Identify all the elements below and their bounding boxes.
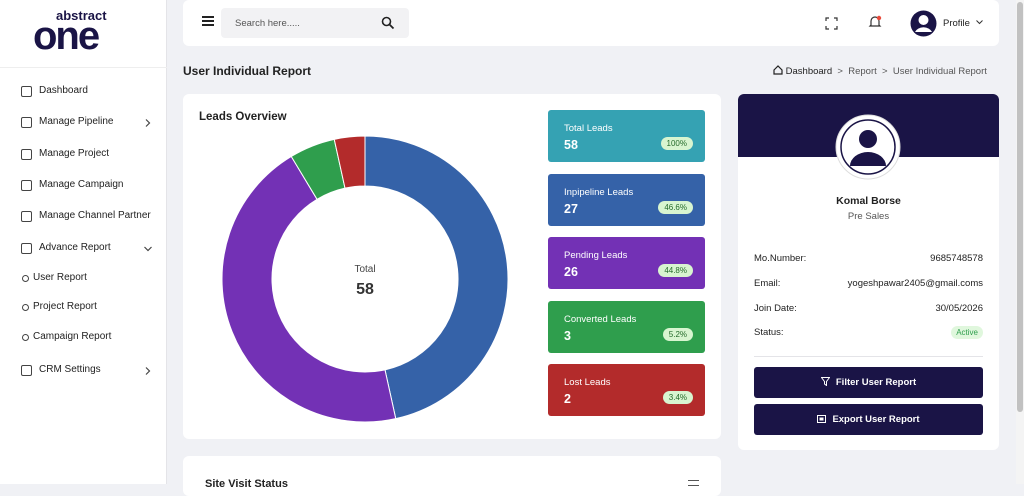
donut-center-value: 58	[356, 281, 374, 298]
logo-bottom: one	[33, 14, 100, 58]
notification-icon[interactable]	[868, 15, 882, 30]
menu-item[interactable]: CRM Settings	[39, 364, 101, 375]
chevron-path	[144, 246, 152, 252]
donut-chart	[221, 135, 509, 423]
chevron-path	[145, 119, 151, 127]
divider	[754, 356, 983, 357]
crumb: User Individual Report	[892, 66, 987, 77]
breadcrumb: Dashboard > Report > User Individual Rep…	[773, 65, 987, 77]
profile-label[interactable]: Profile	[943, 18, 970, 29]
lead-percent: 3.4%	[662, 391, 693, 404]
site-visit-card: Site Visit Status	[183, 456, 721, 496]
export-button[interactable]: Export User Report	[754, 404, 983, 435]
menu-icon	[21, 86, 32, 97]
lead-card[interactable]: Converted Leads 3 5.2%	[548, 300, 705, 353]
profile-photo	[835, 114, 901, 180]
scrollbar[interactable]	[1016, 0, 1024, 484]
field-label: Email:	[754, 278, 781, 289]
divider	[0, 67, 167, 68]
status-badge: Active	[951, 326, 983, 339]
field-value: 9685748578	[930, 253, 983, 264]
sub-icon	[22, 304, 29, 311]
lead-percent: 5.2%	[662, 327, 693, 341]
chevron	[976, 20, 983, 25]
lead-card[interactable]: Inpipeline Leads 27 46.6%	[548, 173, 705, 226]
menu-item[interactable]: Manage Channel Partner	[39, 210, 151, 221]
crumb[interactable]: Report	[848, 66, 877, 77]
lead-value: 3	[564, 328, 571, 343]
donut-center-label: Total	[354, 264, 376, 275]
menu-item[interactable]: Campaign Report	[33, 331, 112, 342]
chevron	[144, 246, 152, 252]
menu-icon	[21, 243, 32, 254]
profile-name: Komal Borse	[836, 195, 901, 207]
lead-label: Total Leads	[564, 123, 613, 134]
crumb[interactable]: Dashboard	[785, 66, 833, 77]
chevron-path	[145, 367, 151, 375]
crumb-sep: >	[837, 66, 843, 77]
sub-icon	[22, 275, 29, 282]
lead-value: 26	[564, 265, 578, 279]
menu-item[interactable]: Manage Campaign	[39, 179, 124, 190]
header: Search here..... Profile	[183, 0, 999, 46]
fullscreen-icon[interactable]	[825, 17, 838, 30]
logo-top: abstract	[56, 8, 107, 23]
menu-item[interactable]: User Report	[33, 272, 87, 283]
chevron	[145, 119, 151, 127]
lead-card[interactable]: Lost Leads 2 3.4%	[548, 364, 705, 416]
field-value: yogeshpawar2405@gmail.coms	[847, 278, 983, 289]
donut-segment	[333, 135, 366, 189]
menu-icon[interactable]	[688, 480, 699, 486]
button-label: Export User Report	[832, 414, 920, 425]
page-title: User Individual Report	[183, 64, 312, 78]
menu-item[interactable]: Project Report	[33, 301, 97, 312]
lead-label: Inpipeline Leads	[564, 186, 634, 198]
menu-toggle[interactable]	[202, 16, 214, 26]
profile-role: Pre Sales	[847, 211, 890, 222]
lead-percent: 100%	[660, 137, 693, 150]
menu-icon	[21, 180, 32, 191]
menu-icon	[21, 365, 32, 376]
lead-card[interactable]: Pending Leads 26 44.8%	[548, 237, 705, 289]
button-label: Filter User Report	[835, 377, 917, 388]
lead-card[interactable]: Total Leads 58 100%	[548, 110, 705, 162]
menu-icon	[21, 117, 32, 128]
profile-avatar[interactable]	[910, 10, 937, 37]
sub-icon	[22, 334, 29, 341]
chevron	[145, 367, 151, 375]
filter-button[interactable]: Filter User Report	[754, 367, 983, 398]
lead-label: Converted Leads	[564, 313, 637, 325]
field-label: Mo.Number:	[754, 253, 807, 264]
field-label: Status:	[754, 327, 784, 338]
lead-percent: 44.8%	[658, 264, 693, 277]
menu-icon	[21, 211, 32, 222]
lead-percent: 46.6%	[658, 200, 693, 214]
crumb-sep: >	[882, 66, 888, 77]
lead-label: Pending Leads	[564, 250, 628, 261]
field-value: 30/05/2026	[935, 303, 983, 314]
menu-item[interactable]: Dashboard	[39, 85, 88, 96]
menu-icon	[21, 149, 32, 160]
lead-value: 2	[564, 392, 571, 406]
menu-item[interactable]: Manage Pipeline	[39, 116, 114, 127]
menu-item[interactable]: Manage Project	[39, 148, 110, 159]
site-visit-title: Site Visit Status	[205, 478, 288, 490]
lead-value: 58	[564, 138, 578, 152]
search-icon[interactable]	[381, 16, 395, 30]
donut-segment	[364, 135, 509, 420]
sidebar: abstract one Dashboard Manage Pipeline Man…	[0, 0, 167, 484]
menu-item[interactable]: Advance Report	[39, 242, 111, 253]
search-placeholder: Search here.....	[235, 18, 300, 29]
lead-value: 27	[564, 201, 578, 216]
donut-segment	[221, 155, 397, 423]
lead-label: Lost Leads	[564, 377, 611, 388]
leads-title: Leads Overview	[199, 111, 287, 123]
field-label: Join Date:	[754, 303, 797, 314]
search-box[interactable]: Search here.....	[221, 8, 409, 38]
home-icon	[773, 65, 783, 75]
